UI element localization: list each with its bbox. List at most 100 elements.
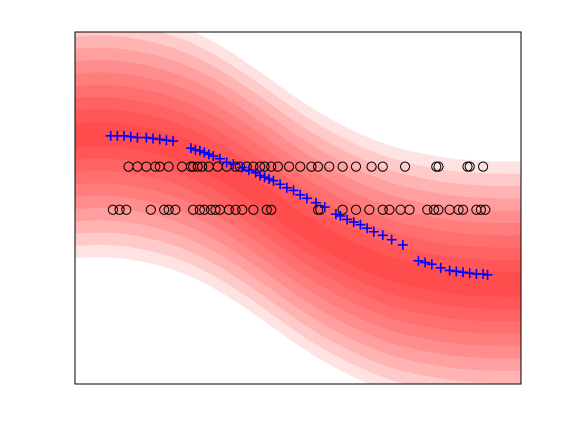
uncertainty-band-9 xyxy=(75,109,521,310)
predictive-mean-point xyxy=(119,130,130,141)
uncertainty-band-1 xyxy=(75,32,521,384)
observations-upper-point xyxy=(185,161,197,172)
predictive-mean-point xyxy=(148,133,159,144)
observations-lower-point xyxy=(170,204,181,215)
predictive-mean-point xyxy=(478,269,489,279)
observations-upper-point xyxy=(234,161,246,172)
predictive-mean-point xyxy=(268,175,279,186)
observations-upper-point xyxy=(433,161,444,172)
observations-lower-point xyxy=(199,204,210,215)
observations-lower-point xyxy=(480,204,491,215)
observations-lower-point xyxy=(457,204,469,215)
observations-upper-point xyxy=(259,161,270,172)
predictive-mean-point xyxy=(386,234,397,245)
observations-lower-point xyxy=(248,204,259,215)
predictive-mean-point xyxy=(397,239,408,250)
observations-upper-point xyxy=(266,161,277,172)
observations-lower-point xyxy=(188,204,199,215)
observations-lower-point xyxy=(337,204,348,215)
predictive-mean-point xyxy=(141,132,152,143)
observations-lower-point xyxy=(312,204,324,215)
predictive-mean-point xyxy=(301,193,312,204)
observations-lower-point xyxy=(453,204,464,215)
predictive-mean-point xyxy=(426,259,437,270)
observations-upper-point xyxy=(163,161,174,172)
uncertainty-band-6 xyxy=(75,72,521,347)
uncertainty-band-3 xyxy=(75,35,521,384)
observations-upper-point xyxy=(462,161,473,172)
observations-lower-point xyxy=(404,204,415,215)
observations-lower-point xyxy=(230,204,241,215)
predictive-mean-point xyxy=(362,223,373,234)
predictive-mean-point xyxy=(342,214,353,225)
observations-lower-point xyxy=(194,204,205,215)
predictive-mean-point xyxy=(330,209,341,220)
predictive-mean-point xyxy=(185,143,196,154)
observations-lower-point xyxy=(261,204,272,215)
observations-lower-point xyxy=(107,204,119,215)
observations-lower-point xyxy=(210,204,221,215)
observations-upper-point xyxy=(431,161,442,172)
predictive-mean-point xyxy=(310,197,321,208)
predictive-mean-point xyxy=(451,266,462,277)
uncertainty-band-7 xyxy=(75,84,521,334)
observations-lower-point xyxy=(159,204,170,215)
predictive-mean-point xyxy=(255,170,266,181)
observations-upper-point xyxy=(295,161,306,172)
predictive-mean-point xyxy=(458,267,469,278)
observations-lower-point xyxy=(384,204,395,215)
predictive-mean-point xyxy=(275,179,286,190)
predictive-mean-point xyxy=(288,185,299,196)
predictive-mean-point xyxy=(264,173,275,184)
observations-upper-point xyxy=(192,161,203,172)
predictive-mean-point xyxy=(208,151,219,162)
observations-lower-point xyxy=(475,204,486,215)
predictive-mean-point xyxy=(237,162,248,173)
observations-upper-point xyxy=(337,161,348,172)
predictive-mean-point xyxy=(368,226,379,237)
predictive-mean-point xyxy=(295,189,306,200)
predictive-mean-point xyxy=(190,144,201,155)
observations-lower-point xyxy=(237,204,248,215)
predictive-mean-point xyxy=(203,149,214,160)
uncertainty-bands xyxy=(75,32,521,384)
uncertainty-band-8 xyxy=(75,97,521,322)
observations-upper-point xyxy=(366,161,377,172)
observations-upper-point xyxy=(377,161,388,172)
observations-lower-point xyxy=(145,204,156,215)
observations-upper-point xyxy=(324,161,335,172)
predictive-mean-point xyxy=(482,269,493,280)
predictive-mean-point xyxy=(377,230,388,241)
observations-lower-point xyxy=(163,204,174,215)
predictive-mean-point xyxy=(221,157,232,168)
predictive-mean-point xyxy=(228,159,239,169)
observations-lower-point xyxy=(422,204,433,215)
observations-lower-point xyxy=(350,204,362,215)
predictive-mean-point xyxy=(154,134,165,145)
observations-upper-point xyxy=(150,161,161,172)
observations-lower-point xyxy=(223,204,234,215)
axes-frame xyxy=(74,31,522,385)
predictive-mean-point xyxy=(444,265,455,276)
predictive-mean-point xyxy=(435,262,446,273)
observations-upper-point xyxy=(464,161,475,172)
observations-lower-point xyxy=(114,204,125,215)
observations-upper-point xyxy=(272,161,284,172)
predictive-mean-point xyxy=(168,136,179,147)
predictive-mean-point xyxy=(259,172,270,183)
observations-upper-point xyxy=(399,161,411,172)
observations-lower-point xyxy=(428,204,440,215)
predictive-mean-point xyxy=(355,219,366,230)
predictive-mean-point xyxy=(335,210,346,221)
observations-upper-point xyxy=(306,161,317,172)
predictive-mean-point xyxy=(464,268,475,279)
observations-upper-point xyxy=(197,161,208,172)
predictive-mean-point xyxy=(319,202,330,213)
predictive-mean-point xyxy=(348,217,359,228)
observations-lower-point xyxy=(377,204,388,215)
predictive-mean-point xyxy=(413,255,424,266)
predictive-mean-point xyxy=(132,132,143,143)
uncertainty-band-4 xyxy=(75,47,521,371)
